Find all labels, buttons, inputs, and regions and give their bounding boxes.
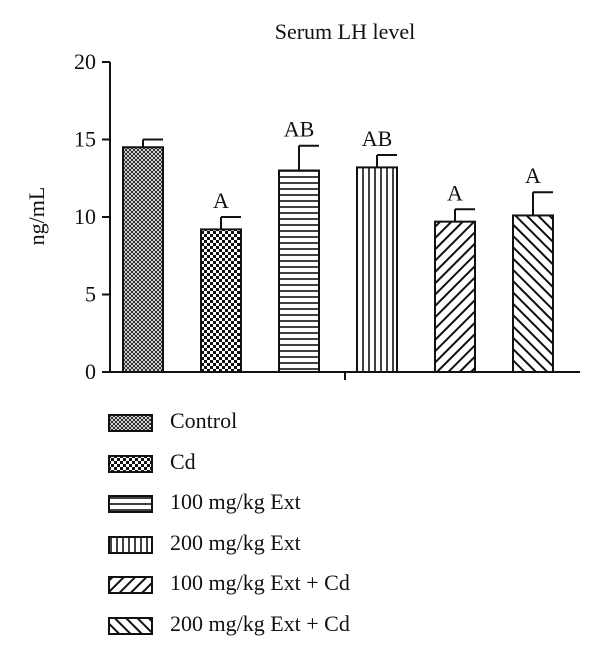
bar — [122, 146, 164, 373]
legend-swatch-box — [108, 414, 153, 432]
legend-label: 100 mg/kg Ext — [170, 489, 301, 514]
legend-swatch — [108, 535, 153, 554]
significance-label: AB — [362, 126, 393, 151]
legend-swatch-box — [108, 454, 153, 473]
legend-label: Cd — [170, 448, 196, 474]
legend-label: 200 mg/kg Ext — [170, 529, 301, 555]
legend-label: Control — [170, 408, 238, 433]
legend-swatch-box — [108, 616, 153, 635]
legend-swatch — [108, 454, 153, 473]
bar — [200, 228, 242, 373]
bar — [434, 220, 476, 373]
legend-swatch — [108, 495, 153, 513]
legend-swatch — [108, 616, 153, 635]
bar-chart: Serum LH level ng/mL 0 5 10 15 20 A AB AB A A — [24, 19, 580, 384]
significance-label: A — [447, 180, 463, 205]
legend-swatch-box — [108, 495, 153, 513]
legend-swatch-box — [108, 535, 153, 554]
significance-label: A — [525, 163, 541, 188]
bar — [512, 214, 554, 373]
y-tick-label: 10 — [74, 204, 96, 229]
legend-label: 200 mg/kg Ext + Cd — [170, 610, 350, 636]
chart-title: Serum LH level — [275, 19, 416, 44]
bar — [278, 169, 320, 373]
y-tick-label: 0 — [85, 359, 96, 384]
y-tick-label: 20 — [74, 49, 96, 74]
legend-swatch — [108, 414, 153, 432]
y-tick-label: 15 — [74, 127, 96, 152]
legend-swatch-box — [108, 576, 153, 594]
legend-swatch — [108, 576, 153, 594]
significance-label: A — [213, 188, 229, 213]
legend-label: 100 mg/kg Ext + Cd — [170, 570, 350, 595]
bar — [356, 166, 398, 373]
y-axis-label: ng/mL — [24, 187, 49, 246]
significance-label: AB — [284, 117, 315, 142]
y-tick-label: 5 — [85, 282, 96, 307]
